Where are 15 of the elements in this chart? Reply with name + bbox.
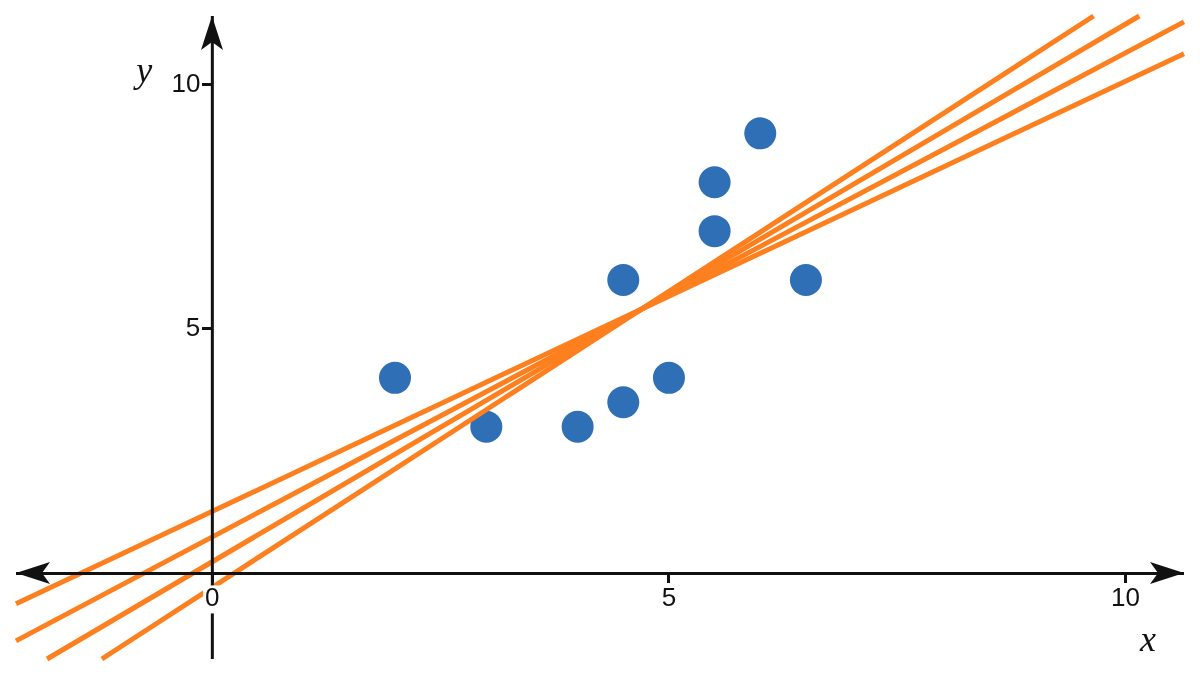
point xyxy=(470,410,503,443)
point xyxy=(561,410,594,443)
point xyxy=(607,386,640,419)
point xyxy=(607,264,640,297)
x-axis-title: x xyxy=(1139,619,1157,659)
x-tick-label: 5 xyxy=(661,581,677,612)
point xyxy=(698,215,731,248)
y-axis-title: y xyxy=(133,50,153,90)
point xyxy=(698,166,731,199)
point xyxy=(652,361,685,394)
point xyxy=(744,117,777,150)
x-tick-label: 10 xyxy=(1111,581,1141,612)
x-tick-label: 0 xyxy=(205,581,220,612)
point xyxy=(378,361,411,394)
point xyxy=(789,264,822,297)
